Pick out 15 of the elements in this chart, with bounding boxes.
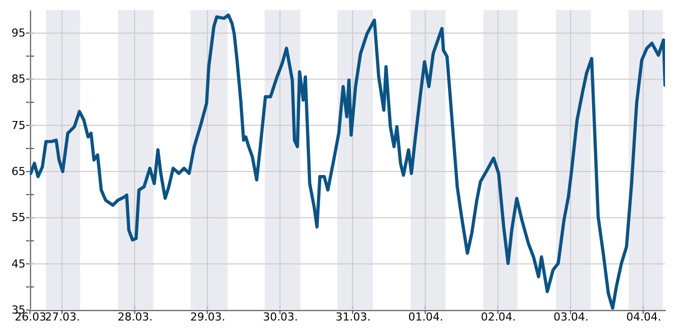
x-tick-label: 29.03. [190, 310, 226, 324]
x-tick-label: 30.03. [262, 310, 298, 324]
x-tick-label: 31.03. [336, 310, 371, 324]
x-tick-label: 04.04. [626, 310, 662, 324]
x-tick-label: 28.03. [118, 310, 153, 324]
y-tick-label: 95 [12, 26, 26, 40]
x-tick-label: 01.04. [408, 310, 444, 324]
y-tick-label: 65 [12, 165, 26, 178]
y-tick-label: 85 [12, 72, 26, 86]
x-tick-label: 27.03. [44, 310, 80, 324]
y-tick-label: 75 [12, 118, 26, 132]
y-tick-label: 45 [12, 257, 26, 270]
x-tick-label: 03.04. [554, 310, 589, 324]
y-tick-label: 55 [12, 211, 26, 224]
x-tick-label: 02.04. [480, 310, 516, 324]
